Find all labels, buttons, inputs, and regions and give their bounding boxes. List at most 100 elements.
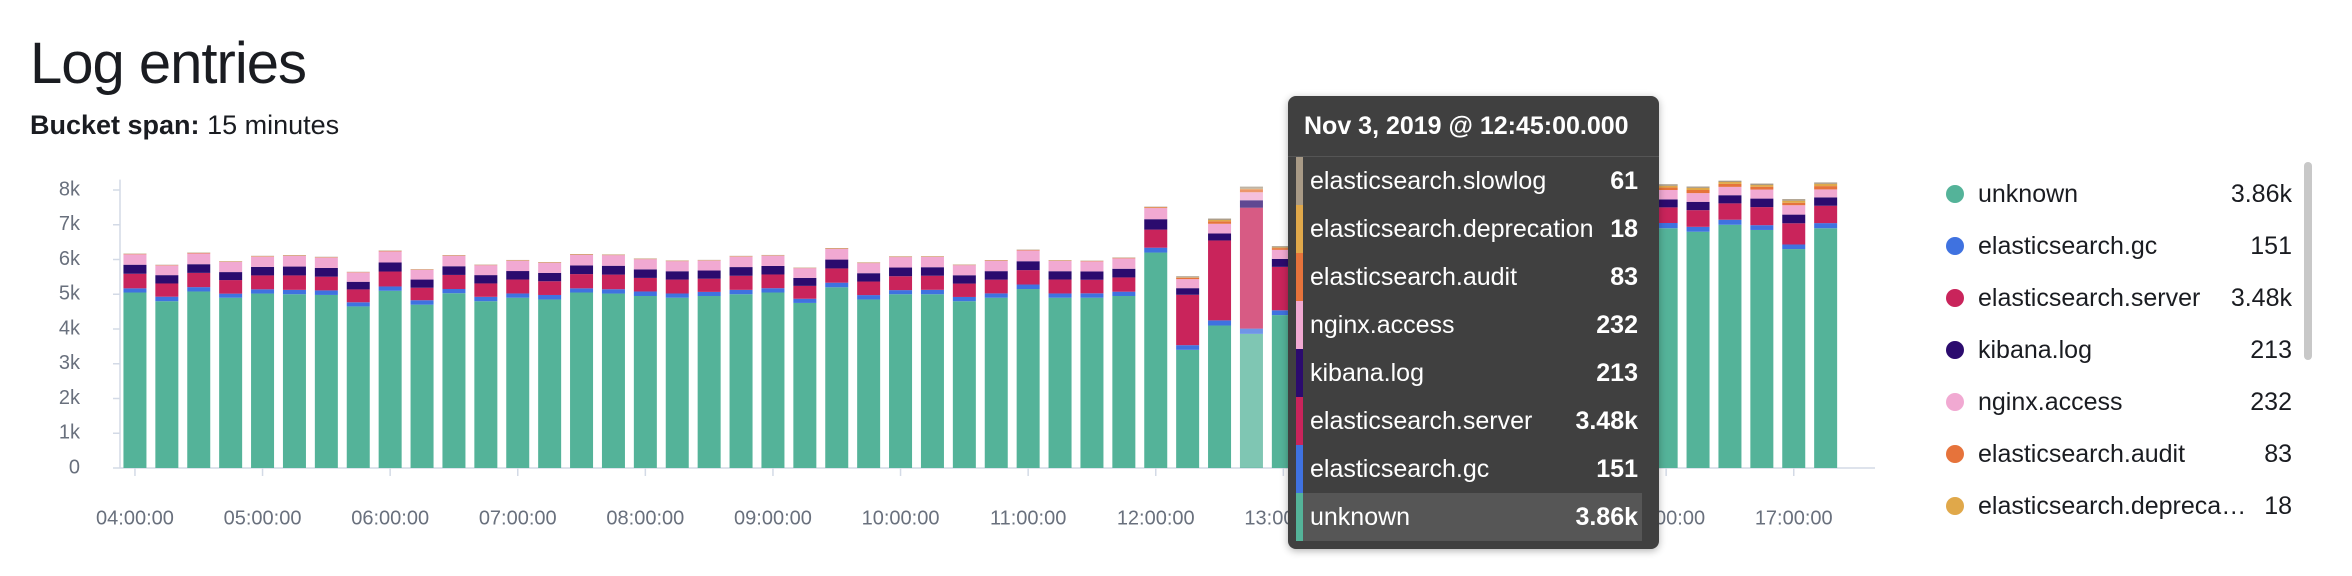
legend-label: nginx.access — [1978, 388, 2123, 416]
bar-segment — [1271, 248, 1295, 250]
bar-segment — [1176, 276, 1200, 278]
tooltip-color-strip — [1296, 493, 1303, 541]
y-tick-label: 2k — [59, 387, 81, 409]
bar-segment — [1718, 224, 1742, 468]
bar-segment — [187, 264, 211, 273]
legend-swatch — [1946, 393, 1964, 411]
bar-segment — [1686, 226, 1710, 232]
bar-segment — [187, 272, 211, 288]
bar-segment — [314, 276, 338, 291]
y-tick-label: 1k — [59, 422, 81, 444]
bar-segment — [729, 289, 753, 295]
legend-value: 213 — [2250, 336, 2292, 364]
bar-segment — [633, 277, 657, 292]
bar-segment — [538, 299, 562, 468]
bar-segment — [1048, 260, 1072, 272]
legend-item[interactable]: elasticsearch.gc 151 — [1930, 220, 2300, 272]
tooltip-series-value: 151 — [1596, 455, 1638, 483]
bar-segment — [410, 287, 434, 301]
tooltip-color-strip — [1296, 205, 1303, 253]
tooltip-separator — [1288, 156, 1659, 157]
bar-segment — [155, 301, 179, 468]
legend-value: 151 — [2250, 232, 2292, 260]
legend-item[interactable]: kibana.log 213 — [1930, 324, 2300, 376]
bar-segment — [1654, 190, 1678, 200]
bar-segment — [1016, 270, 1040, 285]
bar-segment — [219, 272, 243, 281]
bar-segment — [1718, 186, 1742, 196]
bar-segment — [378, 251, 402, 263]
bar-segment — [952, 296, 976, 302]
bar-segment — [1239, 207, 1263, 329]
bar-segment — [1239, 186, 1263, 189]
bar-segment — [282, 266, 306, 276]
legend-swatch — [1946, 445, 1964, 463]
y-tick-label: 6k — [59, 248, 81, 270]
bar-segment — [1208, 325, 1232, 468]
bar-segment — [346, 302, 370, 307]
bar-segment — [952, 265, 976, 276]
legend-item[interactable]: nginx.access 232 — [1930, 376, 2300, 428]
x-tick-label: 09:00:00 — [734, 507, 812, 529]
legend-swatch — [1946, 289, 1964, 307]
bar-segment — [1750, 198, 1774, 208]
bar-segment — [889, 294, 913, 468]
bar-segment — [665, 293, 689, 298]
bar-segment — [1176, 279, 1200, 289]
bar-segment — [1686, 187, 1710, 190]
bar-segment — [1239, 188, 1263, 190]
bar-segment — [251, 293, 275, 468]
bar-segment — [506, 271, 530, 280]
legend-value: 61 — [2264, 532, 2292, 538]
legend-scrollbar[interactable] — [2304, 162, 2312, 360]
bar-segment — [1814, 197, 1838, 206]
bar-segment — [1112, 277, 1136, 292]
y-tick-label: 5k — [59, 283, 81, 305]
y-tick-label: 0 — [69, 456, 80, 478]
bar-segment — [1750, 185, 1774, 187]
tooltip-color-strip — [1296, 397, 1303, 445]
bar-segment — [442, 255, 466, 267]
tooltip-series-value: 3.48k — [1575, 407, 1638, 435]
bar-segment — [984, 271, 1008, 280]
bar-segment — [570, 254, 594, 266]
bar-segment — [1271, 310, 1295, 316]
bar-segment — [1654, 223, 1678, 229]
bar-segment — [378, 271, 402, 287]
bar-segment — [155, 275, 179, 284]
bar-segment — [1176, 349, 1200, 468]
legend-item[interactable]: elasticsearch.server 3.48k — [1930, 272, 2300, 324]
legend-item[interactable]: elasticsearch.audit 83 — [1930, 428, 2300, 480]
bar-segment — [952, 301, 976, 468]
bar-segment — [442, 293, 466, 468]
bar-segment — [633, 295, 657, 468]
legend-item[interactable]: elasticsearch.slowlog 61 — [1930, 532, 2300, 538]
bar-segment — [410, 269, 434, 280]
bar-segment — [506, 297, 530, 468]
bar-segment — [1271, 247, 1295, 249]
bar-segment — [761, 255, 785, 266]
bar-segment — [1654, 228, 1678, 468]
bar-segment — [1239, 192, 1263, 201]
bar-segment — [1176, 288, 1200, 295]
bar-segment — [123, 264, 147, 274]
bucket-span-value: 15 minutes — [207, 110, 340, 140]
bar-segment — [601, 265, 625, 275]
bar-segment — [601, 274, 625, 290]
bar-segment — [952, 283, 976, 297]
tooltip-series-value: 18 — [1610, 215, 1638, 243]
bar-segment — [155, 265, 179, 276]
bar-segment — [1654, 187, 1678, 190]
bar-segment — [729, 256, 753, 268]
y-tick-label: 8k — [59, 178, 81, 200]
bar-segment — [1814, 228, 1838, 468]
bar-segment — [857, 273, 881, 282]
legend-item[interactable]: unknown 3.86k — [1930, 168, 2300, 220]
bar-segment — [984, 260, 1008, 272]
bar-segment — [1048, 293, 1072, 298]
bar-segment — [1750, 229, 1774, 468]
bar-segment — [761, 292, 785, 468]
legend-item[interactable]: elasticsearch.deprecation 18 — [1930, 480, 2300, 532]
legend-label: elasticsearch.slowlog — [1978, 532, 2253, 538]
tooltip-series-name: nginx.access — [1310, 311, 1455, 339]
